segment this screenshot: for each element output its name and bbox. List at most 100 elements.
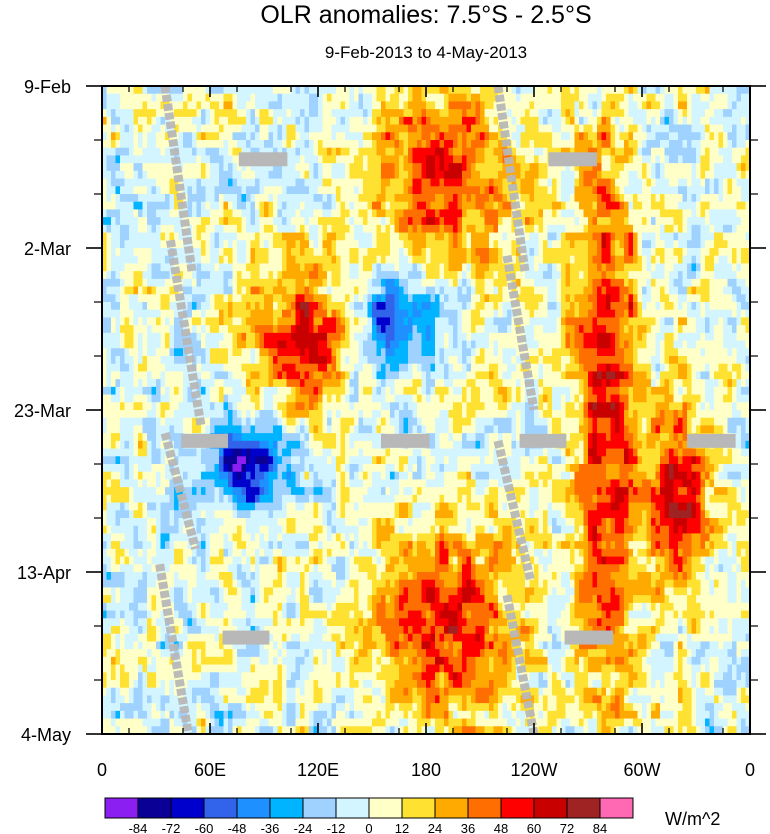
heatmap-cell xyxy=(196,278,202,288)
heatmap-cell xyxy=(106,325,112,334)
heatmap-cell xyxy=(745,201,750,211)
heatmap-cell xyxy=(471,163,477,172)
heatmap-cell xyxy=(142,248,148,257)
heatmap-cell xyxy=(399,201,405,211)
heatmap-cell xyxy=(511,86,517,95)
heatmap-cell xyxy=(480,232,486,241)
heatmap-cell xyxy=(687,201,693,211)
heatmap-cell xyxy=(169,217,175,226)
heatmap-cell xyxy=(318,178,324,187)
heatmap-cell xyxy=(246,201,252,211)
heatmap-cell xyxy=(147,140,153,149)
heatmap-cell xyxy=(466,278,472,288)
heatmap-cell xyxy=(597,278,603,288)
heatmap-cell xyxy=(507,209,513,218)
heatmap-cell xyxy=(610,101,616,110)
heatmap-cell xyxy=(115,170,121,180)
heatmap-cell xyxy=(268,240,274,249)
heatmap-cell xyxy=(399,271,405,280)
heatmap-cell xyxy=(615,317,621,326)
heatmap-cell xyxy=(705,232,711,241)
heatmap-cell xyxy=(363,317,369,326)
heatmap-cell xyxy=(592,116,598,126)
heatmap-cell xyxy=(372,232,378,241)
heatmap-cell xyxy=(106,194,112,203)
heatmap-cell xyxy=(426,309,432,319)
heatmap-cell xyxy=(201,248,207,257)
heatmap-cell xyxy=(367,255,373,265)
heatmap-cell xyxy=(196,163,202,172)
heatmap-cell xyxy=(300,248,306,257)
heatmap-cell xyxy=(687,116,693,126)
heatmap-cell xyxy=(498,194,504,203)
heatmap-cell xyxy=(736,278,742,288)
heatmap-cell xyxy=(588,201,594,211)
heatmap-cell xyxy=(241,248,247,257)
heatmap-cell xyxy=(493,217,499,226)
heatmap-cell xyxy=(480,93,486,103)
heatmap-cell xyxy=(588,271,594,280)
heatmap-cell xyxy=(696,255,702,265)
heatmap-cell xyxy=(394,348,400,357)
heatmap-cell xyxy=(709,109,715,118)
heatmap-cell xyxy=(124,302,130,311)
heatmap-cell xyxy=(408,147,414,157)
heatmap-cell xyxy=(142,271,148,280)
heatmap-cell xyxy=(142,194,148,203)
heatmap-cell xyxy=(381,147,387,157)
heatmap-cell xyxy=(723,109,729,118)
heatmap-cell xyxy=(255,348,261,357)
heatmap-cell xyxy=(606,248,612,257)
heatmap-cell xyxy=(511,101,517,110)
heatmap-cell xyxy=(534,255,540,265)
heatmap-cell xyxy=(453,325,459,334)
heatmap-cell xyxy=(588,317,594,326)
heatmap-cell xyxy=(282,201,288,211)
heatmap-cell xyxy=(655,224,661,234)
heatmap-cell xyxy=(264,201,270,211)
heatmap-cell xyxy=(255,240,261,249)
heatmap-cell xyxy=(574,302,580,311)
heatmap-cell xyxy=(273,170,279,180)
heatmap-cell xyxy=(691,248,697,257)
heatmap-cell xyxy=(183,294,189,303)
heatmap-cell xyxy=(417,194,423,203)
heatmap-cell xyxy=(705,302,711,311)
heatmap-cell xyxy=(358,340,364,349)
heatmap-cell xyxy=(682,93,688,103)
heatmap-cell xyxy=(187,86,193,95)
heatmap-cell xyxy=(453,86,459,95)
heatmap-cell xyxy=(286,186,292,195)
heatmap-cell xyxy=(570,332,576,342)
heatmap-cell xyxy=(642,217,648,226)
heatmap-cell xyxy=(435,101,441,110)
heatmap-cell xyxy=(174,109,180,118)
heatmap-cell xyxy=(232,186,238,195)
heatmap-cell xyxy=(421,101,427,110)
heatmap-cell xyxy=(651,309,657,319)
heatmap-cell xyxy=(718,302,724,311)
heatmap-cell xyxy=(120,124,126,133)
heatmap-cell xyxy=(547,302,553,311)
heatmap-cell xyxy=(376,140,382,149)
heatmap-cell xyxy=(700,255,706,265)
heatmap-cell xyxy=(196,140,202,149)
heatmap-cell xyxy=(336,255,342,265)
heatmap-cell xyxy=(345,224,351,234)
heatmap-cell xyxy=(516,255,522,265)
heatmap-cell xyxy=(669,170,675,180)
heatmap-cell xyxy=(745,340,750,349)
heatmap-cell xyxy=(741,224,747,234)
heatmap-cell xyxy=(259,186,265,195)
heatmap-cell xyxy=(462,217,468,226)
heatmap-cell xyxy=(430,147,436,157)
heatmap-cell xyxy=(358,271,364,280)
heatmap-cell xyxy=(462,309,468,319)
heatmap-cell xyxy=(601,124,607,133)
heatmap-cell xyxy=(745,194,750,203)
heatmap-cell xyxy=(268,224,274,234)
heatmap-cell xyxy=(565,124,571,133)
heatmap-cell xyxy=(561,186,567,195)
heatmap-cell xyxy=(376,348,382,357)
heatmap-cell xyxy=(120,109,126,118)
